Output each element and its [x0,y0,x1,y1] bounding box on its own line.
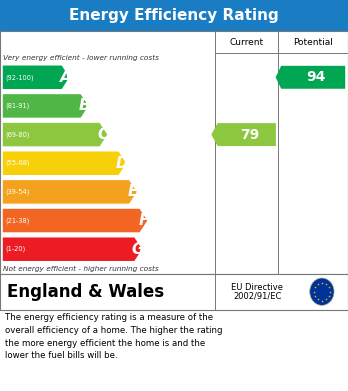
Polygon shape [3,66,69,89]
Polygon shape [211,123,276,146]
Text: Energy Efficiency Rating: Energy Efficiency Rating [69,8,279,23]
Circle shape [310,278,334,305]
Text: G: G [132,242,144,257]
Text: E: E [128,185,138,199]
Text: (69-80): (69-80) [6,131,30,138]
Bar [0,274,348,310]
Text: (39-54): (39-54) [6,188,30,195]
Text: England & Wales: England & Wales [7,283,164,301]
Polygon shape [3,151,126,175]
Text: EU Directive: EU Directive [231,283,283,292]
Text: D: D [116,156,129,171]
Text: (1-20): (1-20) [6,246,26,253]
Polygon shape [3,237,142,261]
Text: A: A [60,70,71,85]
Polygon shape [276,66,345,89]
Text: Not energy efficient - higher running costs: Not energy efficient - higher running co… [3,265,159,272]
Text: (21-38): (21-38) [6,217,30,224]
Text: 94: 94 [307,70,326,84]
Text: 79: 79 [240,127,259,142]
Text: Very energy efficient - lower running costs: Very energy efficient - lower running co… [3,55,159,61]
Text: 2002/91/EC: 2002/91/EC [233,292,282,301]
Text: F: F [138,213,149,228]
Text: C: C [98,127,109,142]
Text: B: B [79,99,90,113]
Polygon shape [3,123,107,146]
Text: Current: Current [230,38,264,47]
Bar [0,31,348,274]
Text: (81-91): (81-91) [6,103,30,109]
Polygon shape [3,180,137,204]
Polygon shape [3,209,147,232]
Text: Potential: Potential [293,38,333,47]
Bar [0,0,348,31]
Text: (92-100): (92-100) [6,74,34,81]
Polygon shape [3,94,88,118]
Text: The energy efficiency rating is a measure of the
overall efficiency of a home. T: The energy efficiency rating is a measur… [5,313,223,361]
Text: (55-68): (55-68) [6,160,30,167]
